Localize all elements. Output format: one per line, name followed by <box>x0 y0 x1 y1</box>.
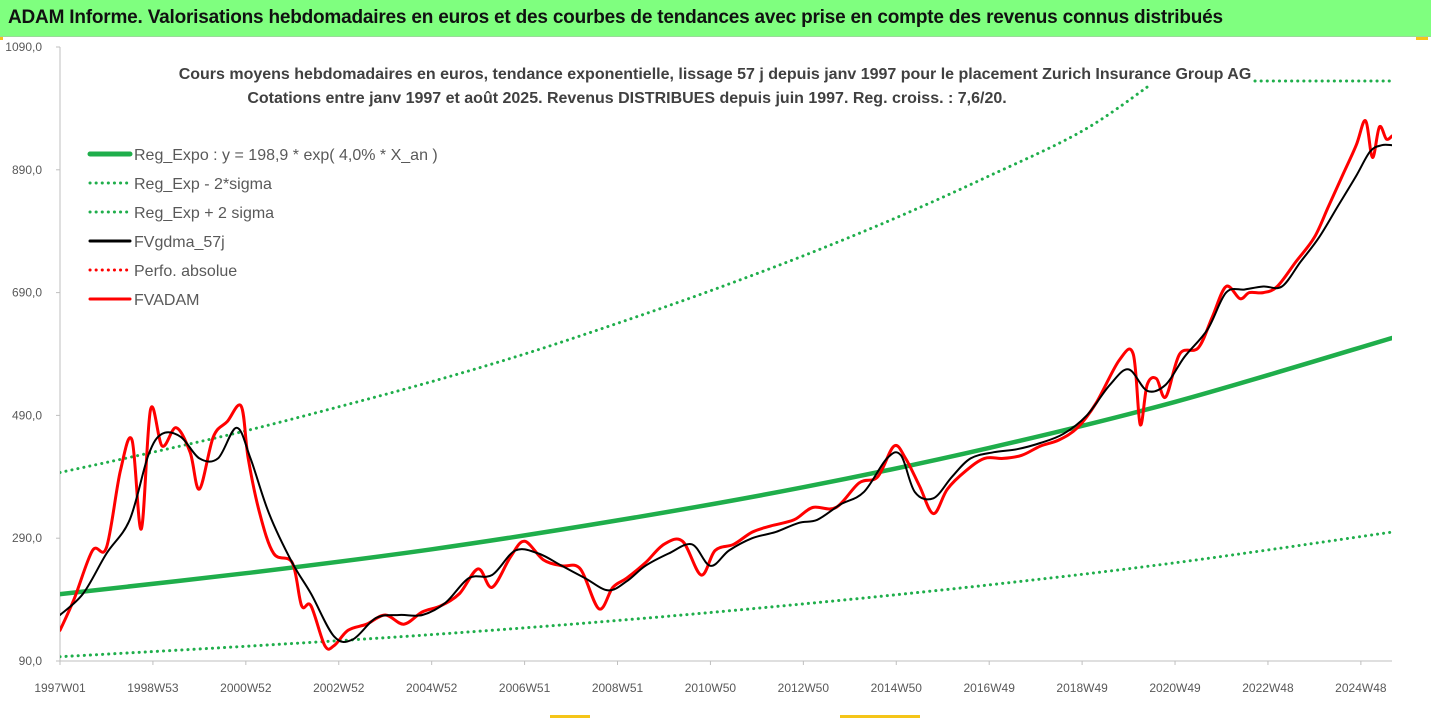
fvgdma-57j-line <box>60 143 1392 643</box>
reg-expo-line <box>60 335 1392 597</box>
y-tick-label: 690,0 <box>12 286 42 300</box>
series-layer <box>60 82 1392 659</box>
x-tick-label: 2016W49 <box>964 681 1016 695</box>
legend-label: FVgdma_57j <box>134 234 225 251</box>
x-tick-label: 2014W50 <box>871 681 923 695</box>
x-tick-label: 2010W50 <box>685 681 737 695</box>
x-tick-label: 2012W50 <box>778 681 830 695</box>
legend-label: FVADAM <box>134 292 199 309</box>
banner-title: ADAM Informe. Valorisations hebdomadaire… <box>8 7 1223 28</box>
corner-accent-top-right <box>1416 37 1428 40</box>
y-tick-label: 890,0 <box>12 163 42 177</box>
header-banner: ADAM Informe. Valorisations hebdomadaire… <box>0 0 1431 37</box>
corner-accent-bottom-left <box>550 715 590 718</box>
chart-titles: Cours moyens hebdomadaires en euros, ten… <box>179 66 1252 107</box>
x-tick-label: 2004W52 <box>406 681 458 695</box>
corner-accent-top-left <box>0 37 3 40</box>
legend-label: Reg_Exp + 2 sigma <box>134 205 274 222</box>
x-tick-label: 2024W48 <box>1335 681 1387 695</box>
chart: 90,0 290,0 490,0 690,0 890,0 1090,0 1997W01 199… <box>0 37 1431 718</box>
x-tick-label: 2022W48 <box>1242 681 1294 695</box>
y-tick-label: 490,0 <box>12 408 42 422</box>
x-tick-label: 2018W49 <box>1056 681 1108 695</box>
y-tick-label: 90,0 <box>19 654 43 668</box>
x-tick-label: 2008W51 <box>592 681 644 695</box>
x-tick-label: 2020W49 <box>1149 681 1201 695</box>
legend-label: Perfo. absolue <box>134 263 237 280</box>
y-tick-label: 1090,0 <box>5 40 42 54</box>
fvadam-line <box>60 119 1392 651</box>
chart-subtitle: Cotations entre janv 1997 et août 2025. … <box>247 90 1006 107</box>
legend: Reg_Expo : y = 198,9 * exp( 4,0% * X_an … <box>87 79 1394 309</box>
corner-accent-bottom-right <box>840 715 920 718</box>
axes <box>59 47 1392 662</box>
x-tick-label: 2002W52 <box>313 681 365 695</box>
chart-title: Cours moyens hebdomadaires en euros, ten… <box>179 66 1252 83</box>
legend-label: Reg_Exp - 2*sigma <box>134 176 272 193</box>
x-tick-label: 2000W52 <box>220 681 272 695</box>
reg-exp-minus-2sigma-line <box>60 530 1392 659</box>
axis-ticks: 90,0 290,0 490,0 690,0 890,0 1090,0 1997W01 199… <box>5 40 1387 695</box>
x-tick-label: 1998W53 <box>127 681 179 695</box>
legend-label: Reg_Expo : y = 198,9 * exp( 4,0% * X_an … <box>134 147 438 164</box>
y-tick-label: 290,0 <box>12 531 42 545</box>
x-tick-label: 2006W51 <box>499 681 551 695</box>
x-tick-label: 1997W01 <box>34 681 86 695</box>
